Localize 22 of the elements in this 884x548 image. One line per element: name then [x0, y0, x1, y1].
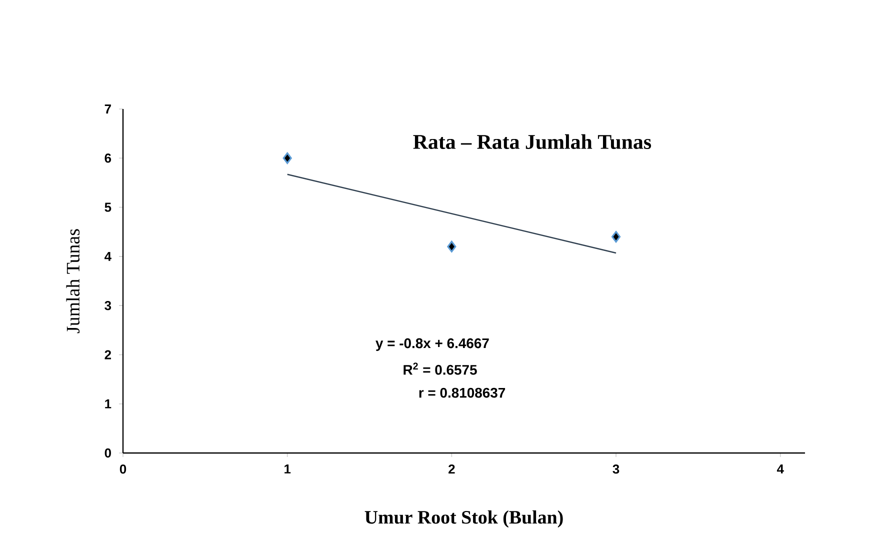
- y-tick-label: 6: [104, 154, 112, 163]
- y-tick-label: 4: [104, 252, 112, 261]
- text: Rata – Rata Jumlah Tunas: [413, 134, 652, 150]
- x-tick-label: 4: [776, 464, 784, 474]
- y-tick-label: 0: [104, 448, 111, 458]
- annotation: r = 0.8108637: [419, 388, 506, 398]
- y-tick-label: 5: [104, 202, 112, 212]
- y-tick-label: 2: [104, 350, 111, 360]
- y-tick-label: 3: [104, 300, 112, 310]
- x-tick-label: 0: [120, 464, 126, 474]
- y-tick-label: 1: [105, 399, 112, 408]
- y-tick-label: 7: [104, 104, 111, 114]
- x-tick-label: 2: [448, 464, 455, 474]
- x-axis-title: Umur Root Stok (Bulan): [364, 510, 563, 528]
- annotation: R$^{2}$ = 0.6575: [404, 362, 477, 375]
- point: [447, 240, 456, 252]
- annotation: y = -0.8x + 6.4667: [376, 338, 489, 351]
- x-tick-label: 1: [284, 464, 291, 474]
- point: [611, 230, 621, 243]
- point: [282, 152, 292, 164]
- y-axis-title: Jumlah Tunas: [66, 229, 80, 334]
- x-tick-label: 3: [612, 464, 620, 474]
